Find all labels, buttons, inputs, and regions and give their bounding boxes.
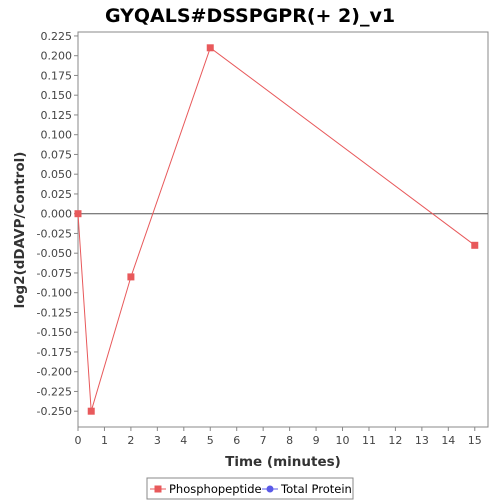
y-tick-label: -0.200 (37, 366, 72, 379)
x-tick-label: 1 (101, 434, 108, 447)
y-tick-label: 0.200 (41, 50, 73, 63)
x-axis: 0 1 2 3 4 5 6 7 8 9 10 11 12 13 14 15 (75, 427, 482, 447)
y-axis: 0.225 0.200 0.175 0.150 0.125 0.100 0.075 0.050… (37, 30, 78, 418)
x-tick-label: 13 (415, 434, 429, 447)
x-tick-label: 8 (286, 434, 293, 447)
y-tick-label: -0.050 (37, 247, 72, 260)
legend: Phosphopeptide Total Protein (146, 477, 354, 500)
y-tick-label: -0.250 (37, 405, 72, 418)
x-tick-label: 15 (468, 434, 482, 447)
x-axis-title: Time (minutes) (225, 454, 341, 470)
x-tick-label: 5 (207, 434, 214, 447)
y-tick-label: -0.225 (37, 385, 72, 398)
y-tick-label: -0.175 (37, 346, 72, 359)
y-tick-label: 0.025 (41, 188, 73, 201)
legend-phosphopeptide-marker (154, 485, 162, 493)
y-tick-label: -0.025 (37, 227, 72, 240)
y-tick-label: 0.225 (41, 30, 73, 43)
y-tick-label: 0.000 (41, 208, 73, 221)
x-tick-label: 2 (127, 434, 134, 447)
x-tick-label: 11 (362, 434, 376, 447)
y-tick-label: -0.150 (37, 326, 72, 339)
x-tick-label: 9 (313, 434, 320, 447)
y-tick-label: 0.125 (41, 109, 73, 122)
data-point (127, 273, 135, 281)
y-tick-label: 0.075 (41, 148, 73, 161)
x-tick-label: 7 (260, 434, 267, 447)
chart-title: GYQALS#DSSPGPR(+ 2)_v1 (105, 5, 395, 27)
y-axis-title: log2(dDAVP/Control) (12, 152, 28, 309)
legend-box (146, 477, 354, 500)
x-tick-label: 14 (441, 434, 455, 447)
data-point (471, 241, 479, 249)
x-tick-label: 6 (233, 434, 240, 447)
legend-total-protein-label: Total Protein (280, 482, 352, 496)
y-tick-label: 0.175 (41, 69, 73, 82)
y-tick-label: -0.100 (37, 287, 72, 300)
y-tick-label: -0.125 (37, 306, 72, 319)
data-point (206, 44, 214, 52)
x-tick-label: 4 (180, 434, 187, 447)
plot-area (77, 31, 489, 428)
legend-phosphopeptide-label: Phosphopeptide (169, 482, 262, 496)
y-tick-label: 0.050 (41, 168, 73, 181)
data-point (87, 407, 95, 415)
y-tick-label: 0.150 (41, 89, 73, 102)
x-tick-label: 10 (336, 434, 350, 447)
x-tick-label: 12 (388, 434, 402, 447)
legend-total-protein-marker (266, 485, 274, 493)
y-tick-label: -0.075 (37, 267, 72, 280)
data-point (74, 210, 82, 218)
series-layer (74, 44, 479, 415)
x-tick-label: 0 (75, 434, 82, 447)
x-tick-label: 3 (154, 434, 161, 447)
y-tick-label: 0.100 (41, 129, 73, 142)
